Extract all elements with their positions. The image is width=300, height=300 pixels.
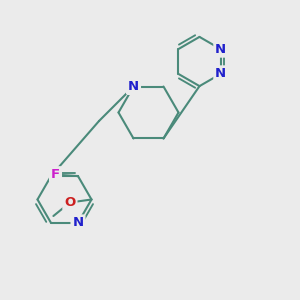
Text: N: N: [215, 43, 226, 56]
Text: N: N: [215, 67, 226, 80]
Text: N: N: [72, 216, 84, 230]
Text: N: N: [128, 80, 139, 93]
Text: O: O: [64, 196, 76, 209]
Text: F: F: [51, 168, 60, 181]
